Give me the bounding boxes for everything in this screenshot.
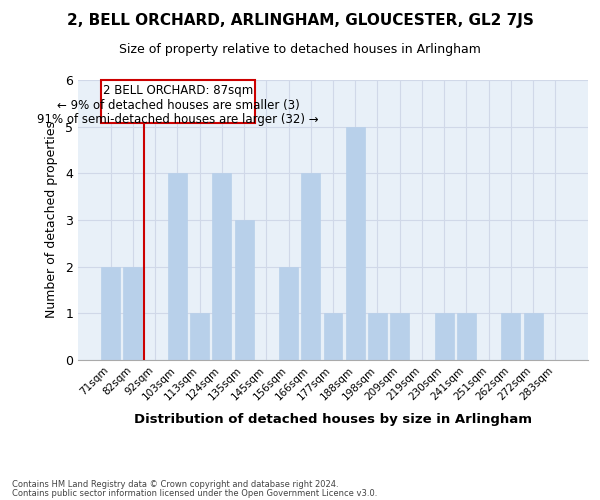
- Bar: [346, 126, 365, 360]
- Bar: [502, 314, 520, 360]
- Bar: [390, 314, 409, 360]
- Bar: [212, 174, 231, 360]
- Text: 91% of semi-detached houses are larger (32) →: 91% of semi-detached houses are larger (…: [37, 113, 319, 126]
- Bar: [124, 266, 142, 360]
- Y-axis label: Number of detached properties: Number of detached properties: [45, 122, 58, 318]
- Text: 2, BELL ORCHARD, ARLINGHAM, GLOUCESTER, GL2 7JS: 2, BELL ORCHARD, ARLINGHAM, GLOUCESTER, …: [67, 12, 533, 28]
- X-axis label: Distribution of detached houses by size in Arlingham: Distribution of detached houses by size …: [134, 413, 532, 426]
- Bar: [368, 314, 387, 360]
- Text: Size of property relative to detached houses in Arlingham: Size of property relative to detached ho…: [119, 42, 481, 56]
- Bar: [435, 314, 454, 360]
- Text: Contains HM Land Registry data © Crown copyright and database right 2024.: Contains HM Land Registry data © Crown c…: [12, 480, 338, 489]
- Bar: [457, 314, 476, 360]
- Bar: [524, 314, 542, 360]
- Bar: [190, 314, 209, 360]
- Text: Contains public sector information licensed under the Open Government Licence v3: Contains public sector information licen…: [12, 490, 377, 498]
- FancyBboxPatch shape: [101, 80, 255, 123]
- Bar: [101, 266, 120, 360]
- Bar: [323, 314, 343, 360]
- Text: 2 BELL ORCHARD: 87sqm: 2 BELL ORCHARD: 87sqm: [103, 84, 253, 97]
- Bar: [301, 174, 320, 360]
- Bar: [235, 220, 254, 360]
- Bar: [279, 266, 298, 360]
- Bar: [168, 174, 187, 360]
- Text: ← 9% of detached houses are smaller (3): ← 9% of detached houses are smaller (3): [56, 99, 299, 112]
